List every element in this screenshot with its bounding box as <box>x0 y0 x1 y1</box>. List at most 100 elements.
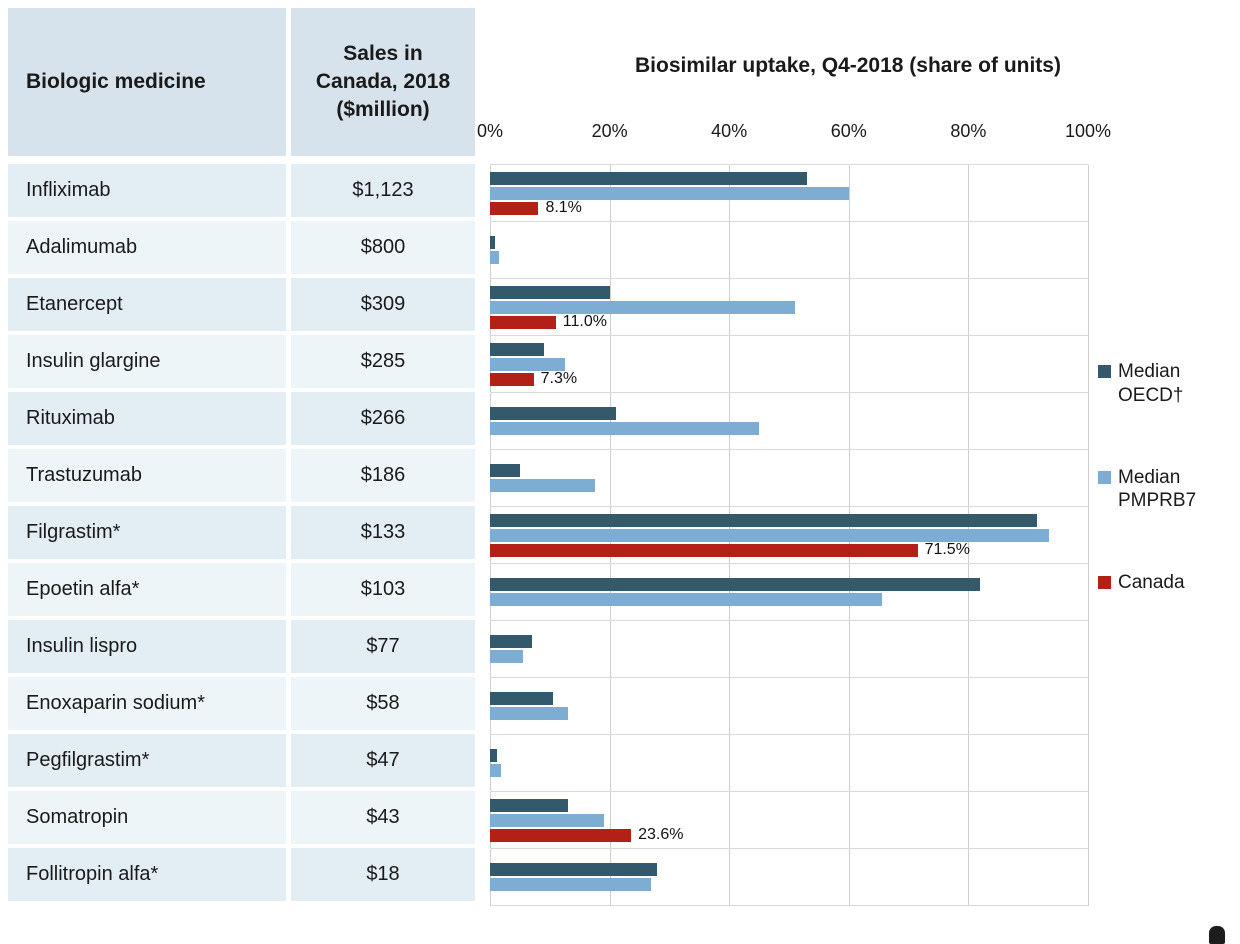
chart-title: Biosimilar uptake, Q4-2018 (share of uni… <box>635 54 1061 77</box>
bar-line <box>490 650 1088 663</box>
legend-swatch-canada <box>1098 576 1111 589</box>
table-header-sales: Sales in Canada, 2018 ($million) <box>291 8 475 156</box>
bar-pmprb7 <box>490 422 760 435</box>
chart-row: 11.0% <box>490 279 1088 336</box>
medicine-name-cell: Insulin lispro <box>8 620 286 677</box>
bar-line <box>490 285 1088 299</box>
chart-row: 23.6% <box>490 792 1088 849</box>
bar-line: 7.3% <box>490 370 1088 387</box>
bar-oecd <box>490 285 610 299</box>
medicine-name-cell: Enoxaparin sodium* <box>8 677 286 734</box>
chart-row <box>490 393 1088 450</box>
sales-value-cell: $266 <box>291 392 475 449</box>
chart-row <box>490 735 1088 792</box>
canada-value-label: 7.3% <box>540 370 578 387</box>
bar-oecd <box>490 407 616 420</box>
bar-canada <box>490 315 556 329</box>
bar-line <box>490 251 1088 264</box>
sales-value-cell: $58 <box>291 677 475 734</box>
medicine-name-cell: Filgrastim* <box>8 506 286 563</box>
bar-line <box>490 342 1088 356</box>
bar-oecd <box>490 578 981 591</box>
sales-value-cell: $1,123 <box>291 164 475 221</box>
bar-oecd <box>490 342 544 356</box>
bar-line <box>490 749 1088 762</box>
legend-label: Median PMPRB7 <box>1118 466 1197 512</box>
canada-value-label: 11.0% <box>562 313 607 330</box>
bar-oecd <box>490 635 532 648</box>
bar-line <box>490 798 1088 812</box>
medicine-name-cell: Rituximab <box>8 392 286 449</box>
legend-item-pmprb7: Median PMPRB7 <box>1098 466 1240 514</box>
bar-oecd <box>490 171 807 185</box>
bar-line <box>490 186 1088 200</box>
x-axis-tick: 100% <box>1064 121 1112 141</box>
medicine-name-cell: Insulin glargine <box>8 335 286 392</box>
medicine-name-cell: Somatropin <box>8 791 286 848</box>
chart-row <box>490 564 1088 621</box>
legend-swatch-pmprb7 <box>1098 470 1111 484</box>
bar-line <box>490 692 1088 705</box>
chart-row <box>490 849 1088 906</box>
bar-line <box>490 407 1088 420</box>
bar-line: 8.1% <box>490 199 1088 216</box>
chart-row: 8.1% <box>490 165 1088 222</box>
bar-line <box>490 422 1088 435</box>
legend-label: Median OECD† <box>1118 361 1184 406</box>
bar-pmprb7 <box>490 251 499 264</box>
sales-value-cell: $103 <box>291 563 475 620</box>
canada-value-label: 23.6% <box>638 826 684 843</box>
medicine-name-cell: Trastuzumab <box>8 449 286 506</box>
bar-pmprb7 <box>490 764 501 777</box>
canada-value-label: 8.1% <box>545 199 582 216</box>
bar-line <box>490 300 1088 314</box>
bar-line <box>490 635 1088 648</box>
x-axis-tick: 0% <box>476 121 504 141</box>
x-axis-ticks: 0% 20% 40% 60% 80% 100% <box>477 114 1111 144</box>
x-axis-tick: 60% <box>830 121 867 141</box>
bar-line: 11.0% <box>490 313 1088 330</box>
bar-oecd <box>490 798 568 812</box>
bar-line <box>490 764 1088 777</box>
table-header-medicine: Biologic medicine <box>8 8 286 156</box>
bar-pmprb7 <box>490 878 652 891</box>
gridline <box>1088 165 1089 906</box>
sales-value-cell: $800 <box>291 221 475 278</box>
bar-canada <box>490 201 539 215</box>
bar-oecd <box>490 692 553 705</box>
bar-line: 71.5% <box>490 541 1088 558</box>
bar-pmprb7 <box>490 707 568 720</box>
sales-value-cell: $133 <box>291 506 475 563</box>
medicine-name-cell: Infliximab <box>8 164 286 221</box>
bar-line <box>490 236 1088 249</box>
sales-value-cell: $285 <box>291 335 475 392</box>
legend-item-canada: Canada <box>1098 571 1240 595</box>
bar-pmprb7 <box>490 593 882 606</box>
bar-line: 23.6% <box>490 826 1088 843</box>
bar-oecd <box>490 464 520 477</box>
sales-column: $1,123 $800 $309 $285 $266 $186 $133 $103 $77 $58… <box>291 164 475 905</box>
bar-line <box>490 593 1088 606</box>
legend-item-oecd: Median OECD† <box>1098 360 1240 408</box>
sales-value-cell: $18 <box>291 848 475 905</box>
bar-line <box>490 171 1088 185</box>
bar-oecd <box>490 863 658 876</box>
sales-value-cell: $309 <box>291 278 475 335</box>
legend-label: Canada <box>1118 572 1185 593</box>
chart-row <box>490 450 1088 507</box>
bar-line <box>490 357 1088 371</box>
medicine-name-cell: Follitropin alfa* <box>8 848 286 905</box>
bar-oecd <box>490 513 1038 527</box>
bar-line <box>490 878 1088 891</box>
medicine-name-cell: Pegfilgrastim* <box>8 734 286 791</box>
bar-canada <box>490 372 534 386</box>
bar-line <box>490 464 1088 477</box>
page-number-partial <box>1209 926 1225 944</box>
sales-value-cell: $43 <box>291 791 475 848</box>
sales-value-cell: $47 <box>291 734 475 791</box>
medicine-column: Infliximab Adalimumab Etanercept Insulin gl… <box>8 164 286 905</box>
x-axis-tick: 40% <box>711 121 748 141</box>
sales-value-cell: $186 <box>291 449 475 506</box>
medicine-name-cell: Epoetin alfa* <box>8 563 286 620</box>
